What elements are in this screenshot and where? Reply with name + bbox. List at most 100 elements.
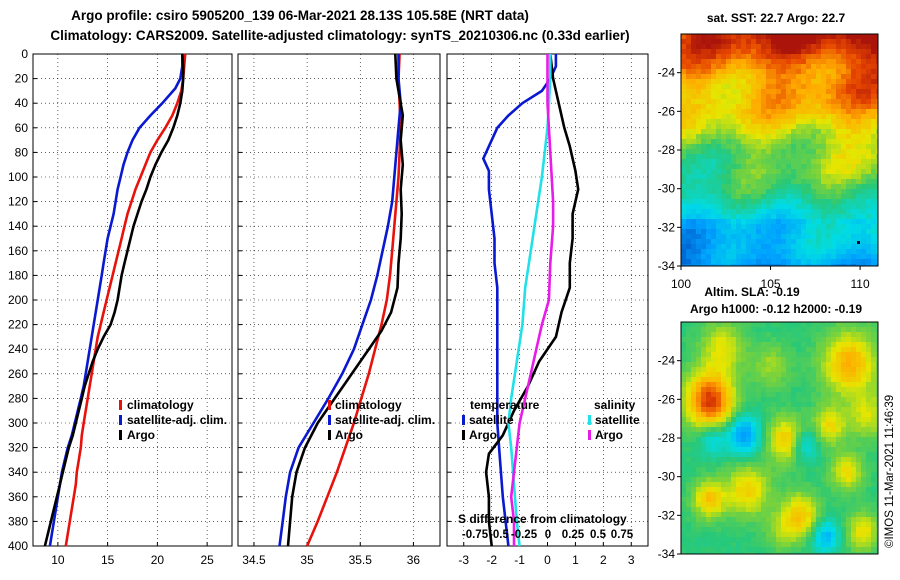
sla-cell (736, 532, 741, 537)
sla-cell (736, 542, 741, 547)
sla-cell (721, 407, 726, 412)
sla-cell (726, 457, 731, 462)
sla-cell (821, 332, 826, 337)
sla-cell (756, 487, 761, 492)
sst-cell (761, 94, 766, 99)
sst-cell (756, 114, 761, 119)
sst-cell (721, 129, 726, 134)
sla-cell (801, 452, 806, 457)
sst-cell (696, 239, 701, 244)
sla-cell (771, 327, 776, 332)
sst-cell (826, 254, 831, 259)
sst-cell (716, 69, 721, 74)
sst-cell (681, 209, 686, 214)
sst-cell (716, 264, 721, 266)
sst-cell (821, 164, 826, 169)
sla-cell (876, 342, 878, 347)
sla-cell (816, 412, 821, 417)
sst-cell (776, 229, 781, 234)
sst-cell (721, 59, 726, 64)
legend-argo: Argo (335, 428, 363, 442)
sla-cell (846, 502, 851, 507)
sst-cell (821, 234, 826, 239)
sst-cell (791, 169, 796, 174)
sst-cell (801, 214, 806, 219)
sla-cell (711, 542, 716, 547)
sla-cell (841, 347, 846, 352)
sla-cell (796, 407, 801, 412)
sla-cell (741, 542, 746, 547)
legend-sal-satellite: satellite (595, 413, 640, 427)
sla-cell (741, 437, 746, 442)
sla-cell (796, 512, 801, 517)
sst-cell (726, 34, 731, 39)
sla-cell (806, 452, 811, 457)
sst-cell (856, 134, 861, 139)
sst-cell (841, 174, 846, 179)
sla-cell (686, 342, 691, 347)
sst-cell (781, 174, 786, 179)
sst-cell (876, 109, 878, 114)
sla-cell (871, 427, 876, 432)
sla-cell (796, 552, 801, 554)
sst-cell (876, 39, 878, 44)
sst-cell (711, 154, 716, 159)
sst-cell (771, 184, 776, 189)
sst-cell (751, 144, 756, 149)
sst-cell (771, 104, 776, 109)
sla-cell (761, 372, 766, 377)
sst-cell (831, 139, 836, 144)
sst-cell (811, 189, 816, 194)
sst-cell (701, 129, 706, 134)
sla-cell (826, 407, 831, 412)
sst-cell (776, 164, 781, 169)
sst-cell (746, 89, 751, 94)
sst-cell (736, 244, 741, 249)
sst-cell (821, 209, 826, 214)
sst-cell (831, 194, 836, 199)
sst-cell (691, 199, 696, 204)
s-diff-tick: -0.25 (511, 529, 538, 541)
sst-cell (751, 104, 756, 109)
sla-cell (776, 482, 781, 487)
sst-cell (786, 249, 791, 254)
sst-cell (841, 189, 846, 194)
sla-cell (851, 382, 856, 387)
title-line-2: Climatology: CARS2009. Satellite-adjuste… (50, 28, 629, 43)
sst-cell (781, 254, 786, 259)
sla-cell (761, 552, 766, 554)
sla-cell (866, 447, 871, 452)
sla-cell (811, 547, 816, 552)
sla-cell (776, 422, 781, 427)
sla-cell (876, 347, 878, 352)
sla-cell (851, 392, 856, 397)
sla-cell (791, 362, 796, 367)
sst-cell (681, 224, 686, 229)
sla-cell (716, 552, 721, 554)
sla-cell (751, 382, 756, 387)
sla-cell (856, 477, 861, 482)
sla-cell (776, 477, 781, 482)
sst-cell (721, 239, 726, 244)
sla-cell (706, 542, 711, 547)
sst-cell (866, 129, 871, 134)
sst-cell (786, 259, 791, 264)
sla-cell (746, 327, 751, 332)
sst-cell (811, 79, 816, 84)
sla-cell (871, 357, 876, 362)
sst-cell (726, 234, 731, 239)
sst-cell (871, 74, 876, 79)
sla-cell (841, 367, 846, 372)
sst-cell (816, 249, 821, 254)
sst-cell (686, 104, 691, 109)
sla-cell (711, 397, 716, 402)
sla-cell (861, 427, 866, 432)
sla-cell (736, 467, 741, 472)
sla-cell (856, 492, 861, 497)
sst-cell (831, 34, 836, 39)
sla-cell (851, 347, 856, 352)
sla-cell (756, 457, 761, 462)
sst-cell (681, 199, 686, 204)
sla-cell (791, 532, 796, 537)
sla-cell (856, 487, 861, 492)
